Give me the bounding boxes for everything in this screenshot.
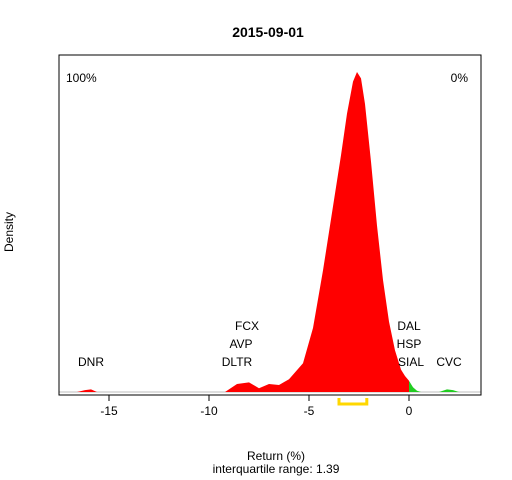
ticker-label: DAL <box>397 319 421 333</box>
y-axis-label: Density <box>2 212 16 252</box>
ticker-label: CVC <box>436 355 462 369</box>
x-axis-label: Return (%) <box>247 449 305 463</box>
ticker-label: DNR <box>78 355 104 369</box>
ticker-label: FCX <box>235 319 259 333</box>
annotations: DNR DLTR AVP FCX SIAL HSP DAL CVC <box>78 319 462 369</box>
negative-share-label: 100% <box>66 71 97 85</box>
positive-density-area <box>409 380 459 392</box>
plot-frame <box>58 54 482 396</box>
plot-marks <box>59 72 481 406</box>
x-tick-label: -15 <box>100 404 118 418</box>
negative-density-area <box>77 72 409 392</box>
ticker-label: SIAL <box>398 355 424 369</box>
iqr-subtitle: interquartile range: 1.39 <box>213 462 340 476</box>
positive-share-label: 0% <box>451 71 469 85</box>
iqr-bracket <box>337 398 369 406</box>
x-tick-label: -10 <box>200 404 218 418</box>
x-tick-label: 0 <box>406 404 413 418</box>
ticker-label: DLTR <box>222 355 253 369</box>
chart-title: 2015-09-01 <box>232 24 304 40</box>
ticker-label: AVP <box>229 337 252 351</box>
x-tick-label: -5 <box>304 404 315 418</box>
ticker-label: HSP <box>397 337 422 351</box>
x-axis: -15 -10 -5 0 <box>100 395 413 418</box>
